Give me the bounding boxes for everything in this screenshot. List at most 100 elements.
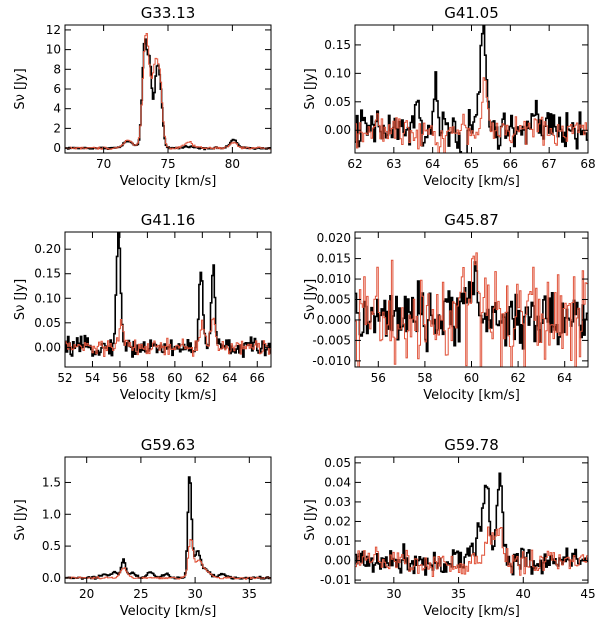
y-tick-label: 0.20 xyxy=(34,242,61,256)
plot-frame xyxy=(64,24,272,154)
y-axis-label: Sν [Jy] xyxy=(13,68,28,109)
y-tick-label: 0 xyxy=(53,141,61,155)
y-tick-label: 6 xyxy=(53,82,61,96)
y-axis-label: Sν [Jy] xyxy=(13,499,28,540)
x-tick-label: 60 xyxy=(167,371,182,385)
y-axis-label: Sν [Jy] xyxy=(13,279,28,320)
y-tick-label: 0.05 xyxy=(324,456,351,470)
y-tick-label: 0.05 xyxy=(324,95,351,109)
y-tick-label: 0.0 xyxy=(42,571,61,585)
series-black xyxy=(65,476,271,580)
y-tick-label: -0.005 xyxy=(312,333,351,347)
x-axis-label: Velocity [km/s] xyxy=(120,604,217,619)
y-axis-label: Sν [Jy] xyxy=(303,68,318,109)
y-tick-label: 0.01 xyxy=(324,534,351,548)
panel-3: 56 58 60 62 64 -0.010 -0.005 0.000 0.005 0.010 0.0… xyxy=(303,211,589,403)
series-black xyxy=(355,25,588,153)
x-tick-label: 60 xyxy=(464,371,479,385)
y-tick-label: 2 xyxy=(53,121,61,135)
panel-1: 62 63 64 65 66 67 68 0.00 0.05 0.10 0.15 G41.05 Velo… xyxy=(303,4,596,189)
chart-title: G33.13 xyxy=(141,4,196,22)
x-tick-label: 30 xyxy=(386,587,401,601)
y-axis-label: Sν [Jy] xyxy=(303,279,318,320)
plot-frame xyxy=(64,456,272,584)
y-tick-label: 10 xyxy=(46,43,61,57)
panel-5: 30 35 40 45 -0.01 0.00 0.01 0.02 0.03 0.04 0.05 G59… xyxy=(303,436,596,619)
chart-title: G45.87 xyxy=(444,211,499,229)
y-tick-label: 0.015 xyxy=(317,252,351,266)
x-tick-label: 56 xyxy=(112,371,127,385)
y-tick-label: 0.005 xyxy=(317,293,351,307)
x-tick-label: 20 xyxy=(79,587,94,601)
series-red xyxy=(65,33,271,150)
y-tick-label: 0.020 xyxy=(317,231,351,245)
plot-frame xyxy=(64,231,272,368)
panel-2: 52 54 56 58 60 62 64 66 0.00 0.05 0.10 0.15 0.20 G41.… xyxy=(13,211,272,403)
y-tick-label: 0.04 xyxy=(324,475,351,489)
y-tick-label: 0.00 xyxy=(324,123,351,137)
x-axis-label: Velocity [km/s] xyxy=(423,388,520,403)
x-tick-label: 80 xyxy=(225,157,240,171)
x-axis-label: Velocity [km/s] xyxy=(120,388,217,403)
x-tick-label: 62 xyxy=(195,371,210,385)
x-tick-label: 62 xyxy=(510,371,525,385)
panel-0: 70 75 80 0 2 4 6 8 10 12 G33.13 Velocity [km/s] Sν [… xyxy=(13,4,272,189)
x-tick-label: 62 xyxy=(347,157,362,171)
y-tick-label: 0.03 xyxy=(324,495,351,509)
y-tick-label: -0.01 xyxy=(320,573,351,587)
plot-frame xyxy=(354,456,589,584)
x-tick-label: 58 xyxy=(417,371,432,385)
x-tick-label: 64 xyxy=(222,371,237,385)
x-tick-label: 52 xyxy=(57,371,72,385)
y-axis-label: Sν [Jy] xyxy=(303,499,318,540)
x-tick-label: 54 xyxy=(85,371,100,385)
x-tick-label: 75 xyxy=(160,157,175,171)
series-red xyxy=(355,77,588,153)
x-tick-label: 66 xyxy=(250,371,265,385)
series-black xyxy=(65,38,271,151)
series-red xyxy=(65,317,271,357)
x-tick-label: 35 xyxy=(451,587,466,601)
series-red xyxy=(355,526,588,577)
series-red xyxy=(65,539,271,580)
panel-4: 20 25 30 35 0.0 0.5 1.0 1.5 G59.63 Velocity [km/s… xyxy=(13,436,272,619)
x-axis-label: Velocity [km/s] xyxy=(423,604,520,619)
chart-title: G59.63 xyxy=(141,436,196,454)
y-tick-label: 4 xyxy=(53,102,61,116)
x-tick-label: 65 xyxy=(464,157,479,171)
x-tick-label: 58 xyxy=(140,371,155,385)
y-tick-label: 0.00 xyxy=(324,554,351,568)
y-tick-label: 0.5 xyxy=(42,539,61,553)
x-tick-label: 64 xyxy=(557,371,572,385)
y-tick-label: 0.010 xyxy=(317,272,351,286)
x-tick-label: 56 xyxy=(371,371,386,385)
y-tick-label: 0.15 xyxy=(324,38,351,52)
x-tick-label: 64 xyxy=(425,157,440,171)
y-tick-label: 0.00 xyxy=(34,340,61,354)
chart-title: G41.05 xyxy=(444,4,499,22)
x-tick-label: 63 xyxy=(386,157,401,171)
x-axis-label: Velocity [km/s] xyxy=(423,174,520,189)
y-tick-label: 1.0 xyxy=(42,507,61,521)
y-tick-label: 0.15 xyxy=(34,267,61,281)
x-tick-label: 25 xyxy=(133,587,148,601)
x-tick-label: 30 xyxy=(187,587,202,601)
x-tick-label: 35 xyxy=(242,587,257,601)
chart-title: G59.78 xyxy=(444,436,499,454)
x-tick-label: 40 xyxy=(516,587,531,601)
x-tick-label: 66 xyxy=(503,157,518,171)
y-tick-label: 8 xyxy=(53,62,61,76)
y-tick-label: 12 xyxy=(46,23,61,37)
y-tick-label: 0.10 xyxy=(34,291,61,305)
y-tick-label: -0.010 xyxy=(312,354,351,368)
y-tick-label: 1.5 xyxy=(42,475,61,489)
y-tick-label: 0.10 xyxy=(324,66,351,80)
x-tick-label: 70 xyxy=(96,157,111,171)
y-tick-label: 0.02 xyxy=(324,514,351,528)
y-tick-label: 0.000 xyxy=(317,313,351,327)
x-tick-label: 67 xyxy=(542,157,557,171)
x-axis-label: Velocity [km/s] xyxy=(120,174,217,189)
series-red xyxy=(355,252,588,367)
chart-title: G41.16 xyxy=(141,211,196,229)
